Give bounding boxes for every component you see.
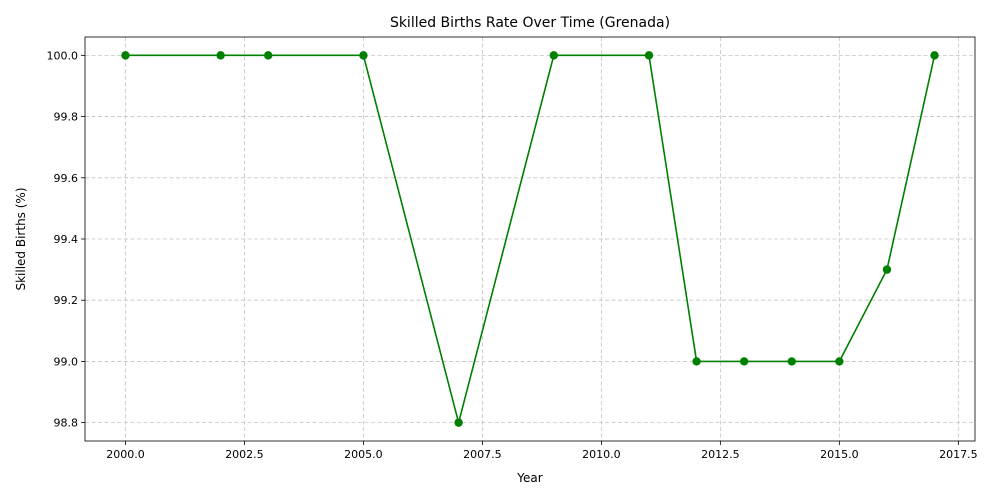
data-point xyxy=(216,51,225,60)
data-point xyxy=(121,51,130,60)
y-tick-label: 99.8 xyxy=(54,111,79,124)
y-tick-label: 100.0 xyxy=(47,49,79,62)
y-tick-label: 99.4 xyxy=(54,233,79,246)
data-point xyxy=(454,418,463,427)
data-point xyxy=(692,357,701,366)
data-point xyxy=(644,51,654,60)
data-point xyxy=(264,51,273,60)
data-point xyxy=(359,51,368,60)
y-axis-label: Skilled Births (%) xyxy=(14,187,28,290)
data-point xyxy=(882,265,892,274)
plot-frame xyxy=(84,36,976,442)
grid xyxy=(85,37,975,441)
y-tick-label: 99.2 xyxy=(54,294,79,307)
x-tick-label: 2015.0 xyxy=(820,448,859,461)
data-point xyxy=(930,51,939,60)
x-tick-label: 2007.5 xyxy=(463,448,502,461)
data-point xyxy=(549,51,558,60)
y-tick-label: 99.6 xyxy=(54,172,79,185)
data-point xyxy=(787,357,796,366)
x-tick-label: 2002.5 xyxy=(225,448,264,461)
series xyxy=(121,51,939,427)
data-point xyxy=(739,357,749,366)
x-tick-label: 2017.5 xyxy=(939,448,978,461)
x-axis-label: Year xyxy=(516,471,542,485)
x-tick-label: 2005.0 xyxy=(344,448,383,461)
x-tick-label: 2000.0 xyxy=(106,448,145,461)
x-tick-label: 2012.5 xyxy=(701,448,740,461)
chart-title: Skilled Births Rate Over Time (Grenada) xyxy=(390,15,670,31)
y-tick-label: 98.8 xyxy=(54,417,79,430)
x-tick-label: 2010.0 xyxy=(582,448,621,461)
axis-ticks: 2000.0 2002.5 2005.0 2007.5 2010.0 2012.5 2015… xyxy=(47,49,978,461)
data-point xyxy=(835,357,844,366)
y-tick-label: 99.0 xyxy=(54,355,79,368)
